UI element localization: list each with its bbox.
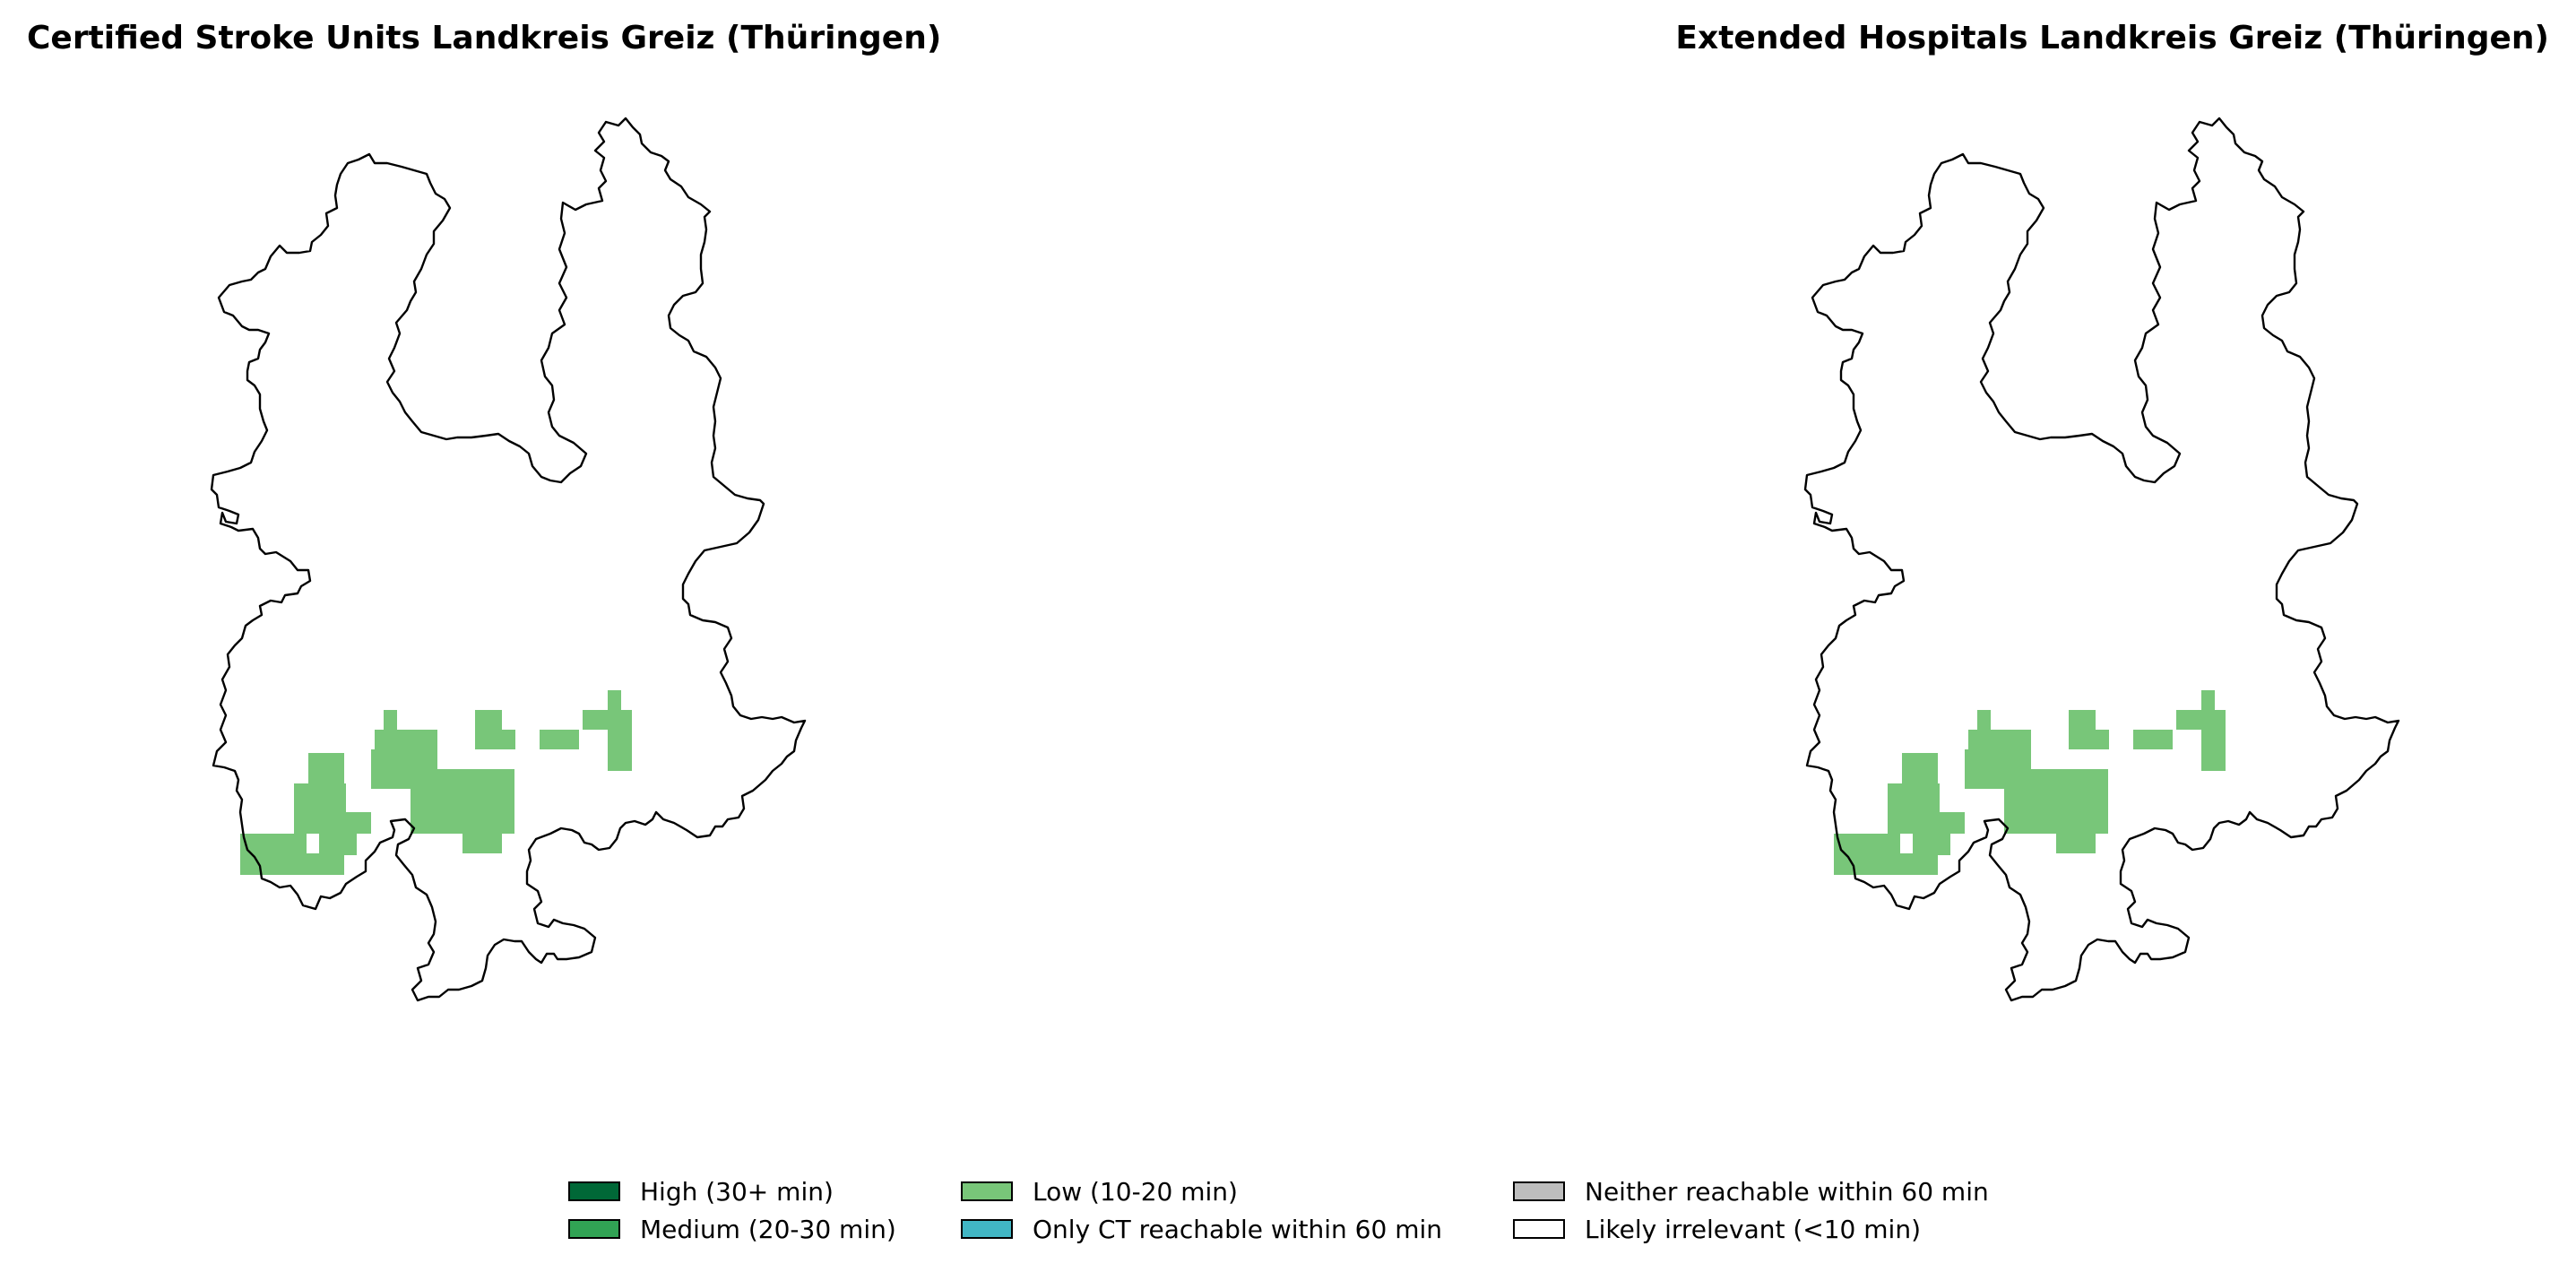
legend-label-ct-only: Only CT reachable within 60 min — [1033, 1214, 1443, 1244]
legend-item-irrelevant: Likely irrelevant (<10 min) — [1513, 1214, 1921, 1244]
legend-item-low: Low (10-20 min) — [961, 1176, 1238, 1207]
legend-label-neither: Neither reachable within 60 min — [1585, 1176, 1989, 1207]
left-low-cells — [240, 690, 632, 875]
legend-item-medium: Medium (20-30 min) — [568, 1214, 896, 1244]
legend-item-neither: Neither reachable within 60 min — [1513, 1176, 1989, 1207]
right-low-cells — [1834, 690, 2226, 875]
legend: High (30+ min) Medium (20-30 min) Low (1… — [568, 1174, 2038, 1255]
left-map-title: Certified Stroke Units Landkreis Greiz (… — [27, 20, 942, 56]
legend-swatch-irrelevant — [1513, 1219, 1565, 1239]
legend-swatch-neither — [1513, 1181, 1565, 1201]
legend-swatch-high — [568, 1181, 620, 1201]
legend-item-ct-only: Only CT reachable within 60 min — [961, 1214, 1443, 1244]
right-district-outline — [1803, 117, 2400, 1002]
right-map-title: Extended Hospitals Landkreis Greiz (Thür… — [1675, 20, 2549, 56]
legend-item-high: High (30+ min) — [568, 1176, 834, 1207]
legend-swatch-medium — [568, 1219, 620, 1239]
legend-label-irrelevant: Likely irrelevant (<10 min) — [1585, 1214, 1921, 1244]
legend-swatch-low — [961, 1181, 1013, 1201]
legend-label-high: High (30+ min) — [640, 1176, 834, 1207]
legend-label-medium: Medium (20-30 min) — [640, 1214, 896, 1244]
left-district-outline — [210, 117, 807, 1002]
legend-label-low: Low (10-20 min) — [1033, 1176, 1238, 1207]
legend-swatch-ct-only — [961, 1219, 1013, 1239]
